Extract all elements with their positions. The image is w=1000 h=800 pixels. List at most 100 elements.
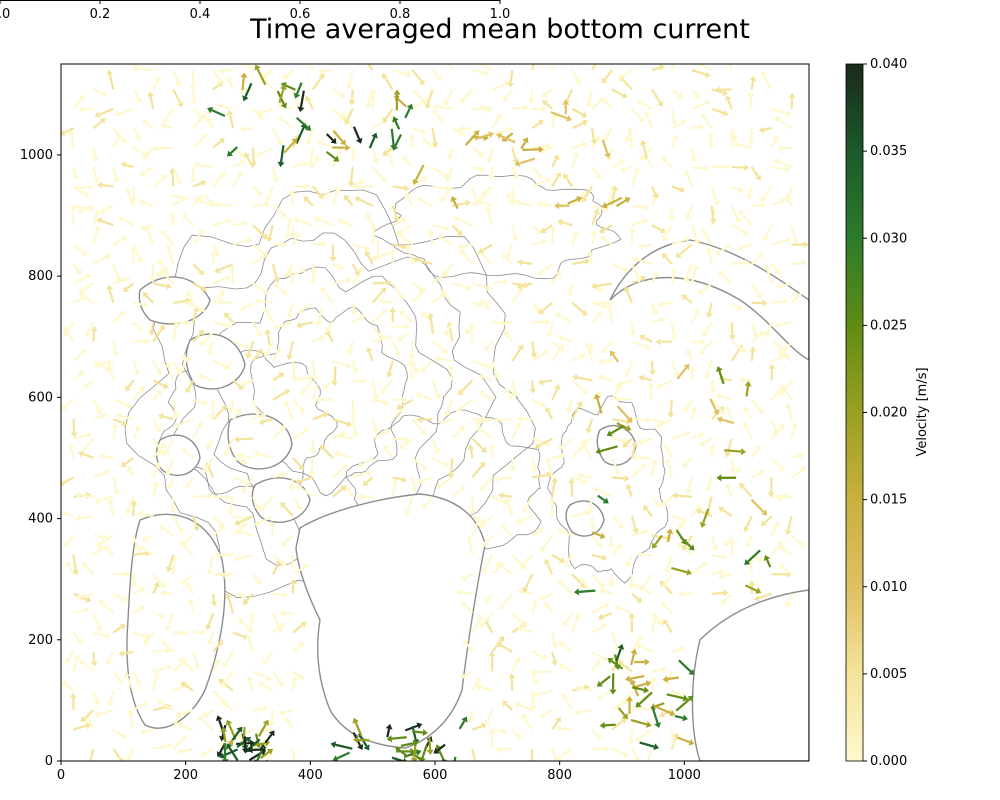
current-vector [496,132,516,144]
current-vector [392,116,401,130]
current-vector [701,112,713,129]
current-vector [495,562,513,576]
current-vector [690,224,701,246]
current-vector [226,75,235,90]
current-vector [288,477,296,491]
current-vector [272,321,294,331]
current-vector [172,88,184,108]
current-vector [747,128,755,146]
current-vector [272,282,288,295]
current-vector [593,486,613,498]
current-vector [731,259,751,267]
current-vector [419,744,428,761]
current-vector [424,89,434,110]
contour-line [373,174,622,280]
current-vector [551,651,558,666]
current-vector [505,192,514,207]
current-vector [683,263,693,284]
current-vector [751,469,766,479]
current-vector [615,644,625,662]
current-vector [192,179,207,188]
current-vector [663,443,673,459]
current-vector [262,69,274,78]
current-vector [550,112,558,129]
current-vector [637,437,653,446]
current-vector [132,605,145,615]
current-vector [97,181,114,189]
current-vector [737,243,752,251]
current-vector [472,359,492,370]
colorbar-tick-label: 0.010 [870,580,907,595]
current-vector [743,421,753,439]
current-vector [268,709,276,727]
current-vector [691,123,705,131]
current-vector [691,69,711,78]
current-vector [223,360,234,370]
colorbar-ticks: 0.000 0.005 0.010 0.015 0.020 0.025 0.030 0.035… [863,57,907,769]
current-vector [486,147,494,164]
current-vector [90,651,98,667]
current-vector [200,332,213,347]
current-vector [624,360,634,378]
current-vector [272,670,284,688]
current-vector [514,701,533,712]
current-vector [558,641,573,653]
current-vector [576,472,593,480]
current-vector [567,196,583,205]
current-vector [649,676,657,691]
current-vector [272,471,287,479]
current-vector [431,166,449,179]
current-vector [557,580,573,595]
current-vector [683,169,693,187]
current-vector [616,405,633,423]
current-vector [532,318,551,326]
current-vector [272,241,287,249]
current-vector [212,658,221,672]
top-axis: 0.0 0.2 0.4 0.6 0.8 1.0 [0,0,510,22]
current-vector [61,127,74,136]
current-vector [198,373,214,382]
current-vector [544,406,554,420]
current-vector [289,225,297,239]
current-vector [152,324,165,343]
current-vector [750,399,764,415]
current-vector [192,515,200,532]
current-vector [132,586,146,595]
current-vector [233,553,254,563]
current-vector [266,224,274,243]
current-vector [459,670,473,679]
current-vector [90,326,98,342]
current-vector [94,495,114,505]
current-vector [252,413,267,421]
current-vector [725,405,733,420]
current-vector [257,719,269,737]
current-vector [439,418,453,426]
current-vector [83,379,95,389]
current-vector [70,419,78,438]
current-vector [93,631,111,640]
colorbar-tick-label: 0.030 [870,231,907,246]
current-vector [71,166,79,181]
current-vector [542,99,553,110]
current-vector [371,166,387,183]
current-vector [385,723,393,738]
current-vector [72,631,83,644]
current-vector [710,399,726,416]
y-tick-label: 400 [28,512,53,527]
current-vector [125,496,135,515]
current-vector [633,583,653,595]
current-vector [586,249,594,265]
current-vector [491,80,510,91]
current-vector [492,278,509,286]
current-vector [378,297,393,305]
current-vector [232,456,248,465]
current-vector [671,235,691,246]
current-vector [731,164,750,172]
current-vector [74,491,94,499]
current-vector [568,477,576,497]
current-vector [551,384,561,401]
current-vector [464,130,480,146]
current-vector [777,145,792,153]
current-vector [631,340,651,351]
current-vector [99,204,114,215]
